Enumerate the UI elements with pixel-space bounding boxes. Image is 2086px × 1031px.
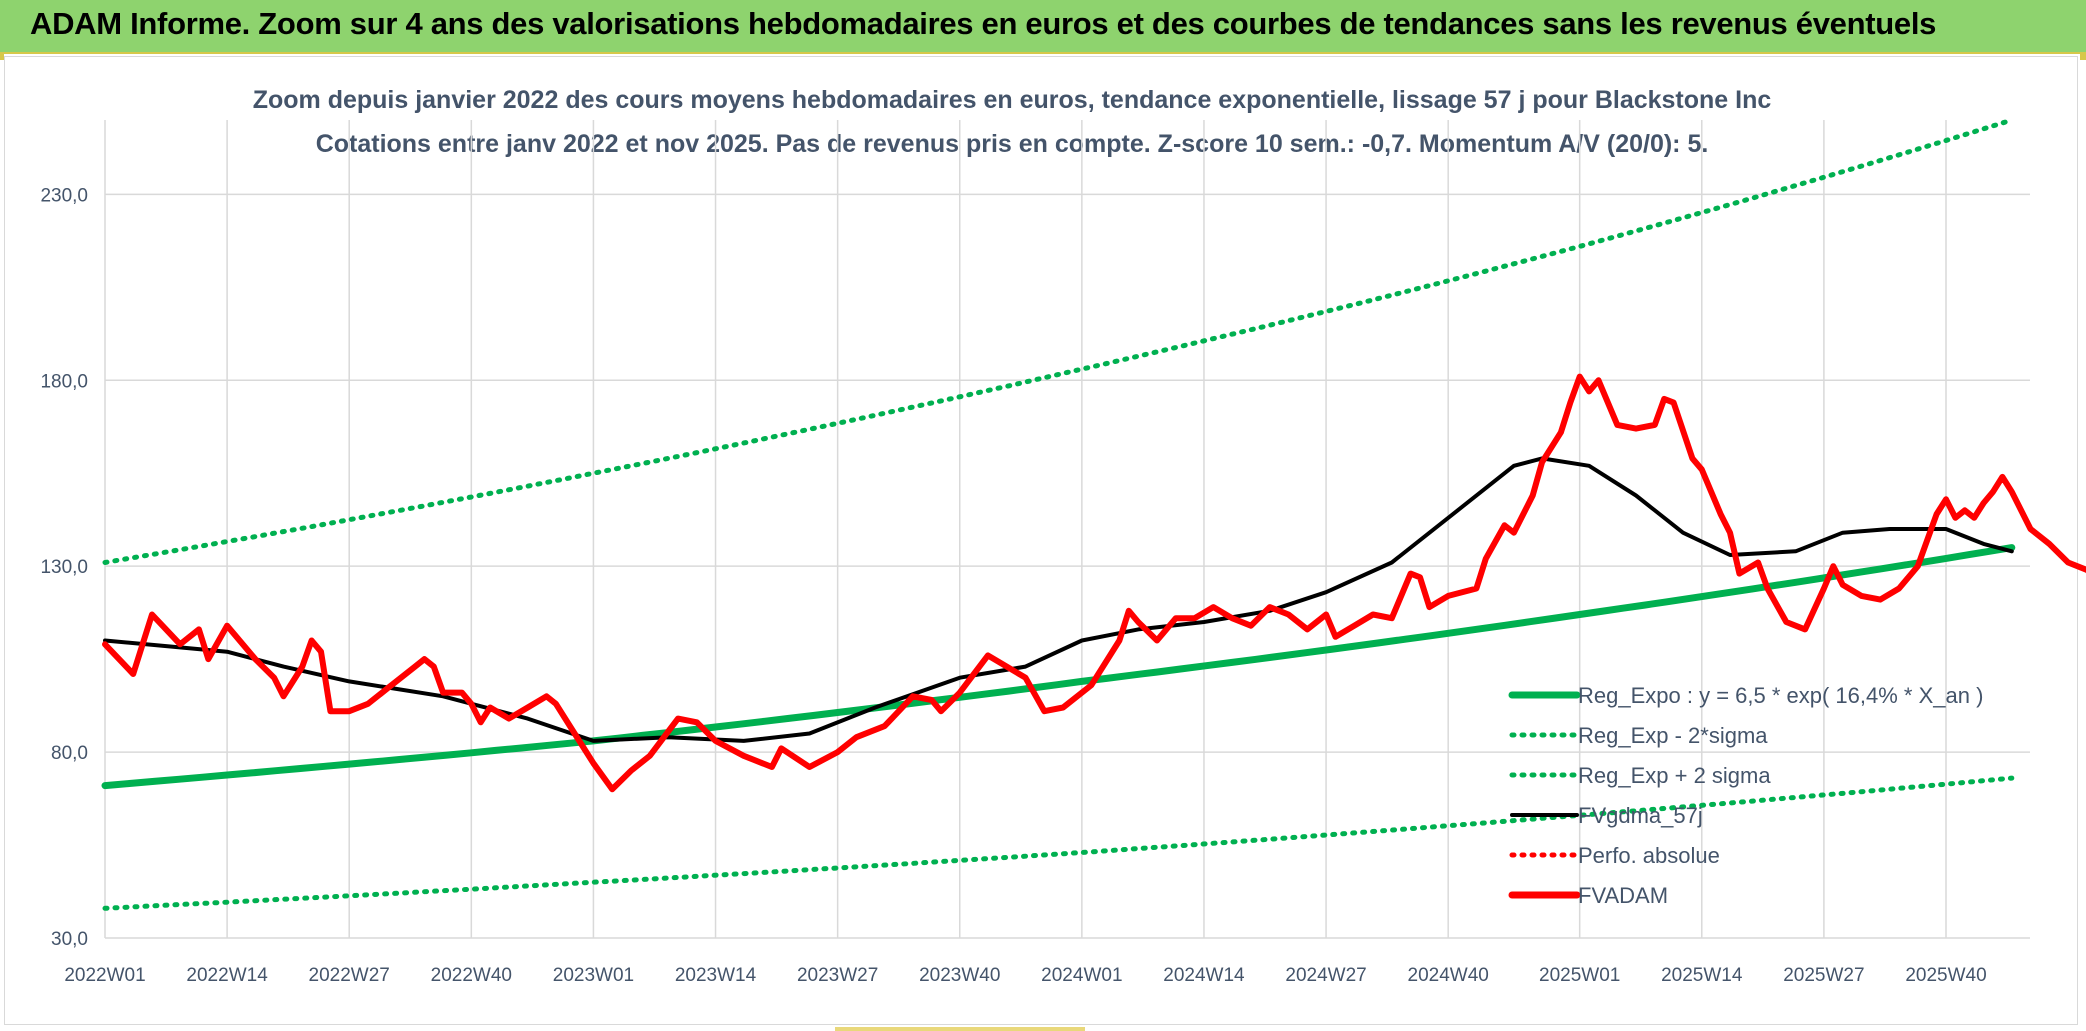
x-tick-label: 2023W40 xyxy=(919,965,1000,986)
y-tick-label: 130,0 xyxy=(40,557,88,578)
chart-frame xyxy=(4,56,2078,1025)
x-tick-label: 2024W27 xyxy=(1285,965,1366,986)
y-tick-label: 80,0 xyxy=(51,743,88,764)
x-tick-label: 2024W40 xyxy=(1408,965,1489,986)
legend-label-reg-expo-y-6-5-exp-16-4-x-an: Reg_Expo : y = 6,5 * exp( 16,4% * X_an ) xyxy=(1578,683,1983,708)
legend-label-fvgdma-57j: FVgdma_57j xyxy=(1578,803,1703,828)
axis-layer: 230,0 180,0 130,0 80,0 30,0 2022W01 2022W14 202… xyxy=(40,185,1986,986)
legend-label-fvadam: FVADAM xyxy=(1578,883,1668,908)
x-tick-label: 2025W01 xyxy=(1539,965,1620,986)
banner-title: ADAM Informe. Zoom sur 4 ans des valoris… xyxy=(30,6,1937,41)
series-line-fvgdma-57j xyxy=(103,456,2014,743)
legend-label-perfo-absolue: Perfo. absolue xyxy=(1578,843,1720,868)
series-line-reg-exp-2-sigma xyxy=(102,117,2015,565)
series-line-reg-expo xyxy=(101,544,2016,790)
chart-subtitle: Cotations entre janv 2022 et nov 2025. P… xyxy=(316,130,1709,158)
y-tick-label: 30,0 xyxy=(51,929,88,950)
x-tick-label: 2024W01 xyxy=(1041,965,1122,986)
x-tick-label: 2023W14 xyxy=(675,965,757,986)
y-tick-label: 230,0 xyxy=(40,185,88,206)
x-tick-label: 2024W14 xyxy=(1163,965,1245,986)
x-tick-label: 2025W27 xyxy=(1783,965,1864,986)
legend-label-reg-exp-2-sigma: Reg_Exp + 2 sigma xyxy=(1578,763,1771,788)
grid-layer xyxy=(104,120,2030,939)
x-tick-label: 2025W14 xyxy=(1661,965,1743,986)
x-tick-label: 2025W40 xyxy=(1905,965,1986,986)
frame-corner-left xyxy=(0,54,4,60)
series-line-fvadam xyxy=(102,373,2086,793)
series-layer xyxy=(101,117,2086,911)
series-line-reg-exp-2-sigma xyxy=(102,775,2015,911)
x-tick-label: 2023W27 xyxy=(797,965,878,986)
bottom-accent-bar xyxy=(835,1027,1085,1031)
x-tick-label: 2022W40 xyxy=(431,965,512,986)
x-tick-label: 2022W27 xyxy=(309,965,390,986)
y-tick-label: 180,0 xyxy=(40,371,88,392)
legend-label-reg-exp-2-sigma: Reg_Exp - 2*sigma xyxy=(1578,723,1768,748)
report-banner: ADAM Informe. Zoom sur 4 ans des valoris… xyxy=(0,0,2086,54)
chart-title: Zoom depuis janvier 2022 des cours moyen… xyxy=(253,86,1772,114)
x-tick-label: 2022W14 xyxy=(186,965,268,986)
x-tick-label: 2022W01 xyxy=(64,965,145,986)
frame-corner-right xyxy=(2080,54,2086,60)
x-tick-label: 2023W01 xyxy=(553,965,634,986)
legend: Reg_Expo : y = 6,5 * exp( 16,4% * X_an )… xyxy=(1508,683,1983,908)
